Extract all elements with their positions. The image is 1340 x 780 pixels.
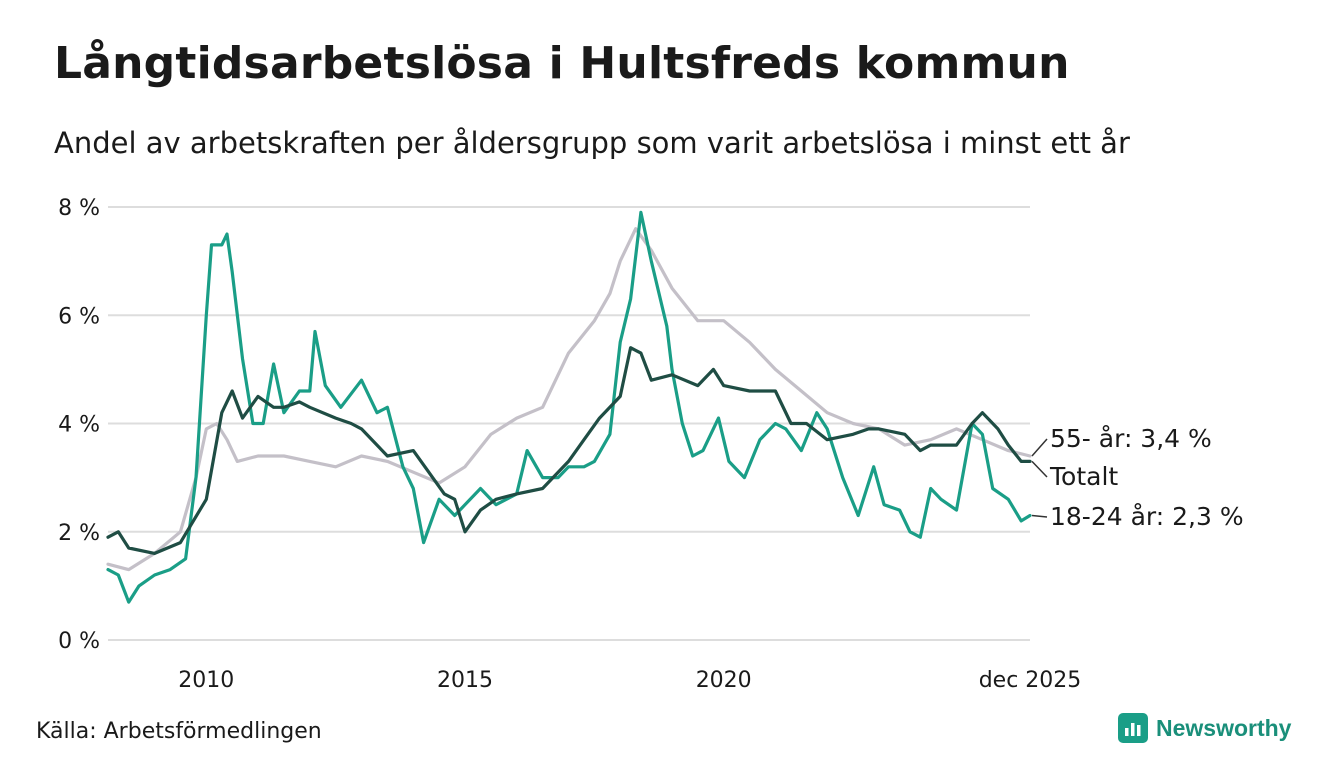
x-tick-label: 2010 — [178, 668, 234, 693]
series-label-older: 55- år: 3,4 % — [1050, 424, 1212, 453]
series-layer — [106, 210, 1032, 604]
x-axis-ticks: 2010 2015 2020 dec 2025 — [178, 668, 1081, 693]
chart-subtitle: Andel av arbetskraften per åldersgrupp s… — [54, 126, 1130, 160]
x-tick-label: 2020 — [696, 668, 752, 693]
series-label-youth: 18-24 år: 2,3 % — [1050, 502, 1244, 531]
series-line-totalt — [106, 346, 1032, 555]
series-label-totalt: Totalt — [1049, 462, 1118, 491]
y-axis-ticks: 0 % 2 % 4 % 6 % 8 % — [58, 196, 100, 654]
y-tick-label: 8 % — [58, 196, 100, 221]
x-tick-label: dec 2025 — [979, 668, 1082, 693]
bar-chart-icon — [1118, 713, 1148, 743]
x-tick-label: 2015 — [437, 668, 493, 693]
label-leader-line — [1031, 514, 1048, 518]
label-leader-line — [1031, 460, 1048, 478]
label-leader-line — [1031, 438, 1048, 457]
brand-name: Newsworthy — [1156, 714, 1292, 741]
grid-layer — [108, 206, 1030, 641]
series-labels: 55- år: 3,4 % 18-24 år: 2,3 % Totalt — [1031, 424, 1244, 531]
newsworthy-logo: Newsworthy — [1118, 713, 1291, 743]
source-note: Källa: Arbetsförmedlingen — [36, 719, 322, 744]
line-chart: 0 % 2 % 4 % 6 % 8 % 2010 2015 2020 dec 2025 55-… — [58, 196, 1244, 693]
chart-title: Långtidsarbetslösa i Hultsfreds kommun — [54, 38, 1070, 89]
y-tick-label: 0 % — [58, 629, 100, 654]
series-line-youth — [106, 210, 1032, 604]
series-line-older — [106, 227, 1032, 572]
y-tick-label: 4 % — [58, 413, 100, 438]
y-tick-label: 6 % — [58, 304, 100, 329]
y-tick-label: 2 % — [58, 521, 100, 546]
